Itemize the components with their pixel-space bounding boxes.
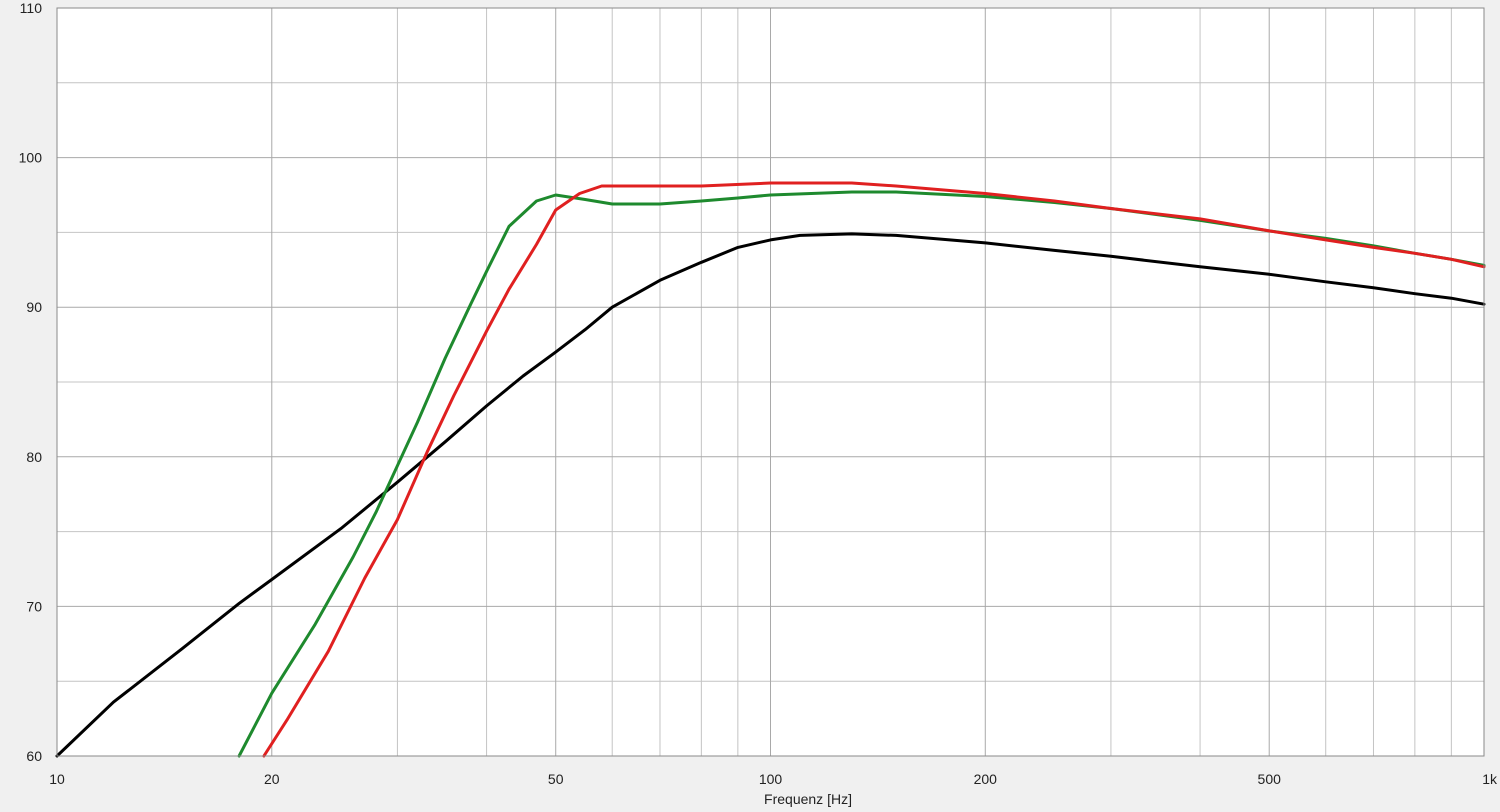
y-tick-label: 60 <box>26 748 42 764</box>
y-tick-label: 90 <box>26 299 42 315</box>
y-axis: 60 70 80 90 100 110 <box>19 0 43 764</box>
y-tick-label: 100 <box>19 150 43 166</box>
series-line-1 <box>55 232 1486 758</box>
x-tick-label: 50 <box>548 771 564 787</box>
series-line-3 <box>262 181 1486 758</box>
x-tick-label: 10 <box>49 771 65 787</box>
grid <box>56 7 1485 757</box>
y-tick-label: 70 <box>26 598 42 614</box>
x-tick-label: 100 <box>759 771 783 787</box>
y-tick-label: 110 <box>20 0 43 16</box>
x-tick-label: 200 <box>974 771 998 787</box>
x-axis: 10 20 50 100 200 500 1k <box>49 771 1498 787</box>
x-tick-label: 1k <box>1482 771 1498 787</box>
series-group <box>55 181 1486 758</box>
x-axis-title: Frequenz [Hz] <box>764 791 852 807</box>
x-tick-label: 500 <box>1258 771 1282 787</box>
x-tick-label: 20 <box>264 771 280 787</box>
plot-border <box>56 7 1485 757</box>
y-tick-label: 80 <box>26 449 42 465</box>
